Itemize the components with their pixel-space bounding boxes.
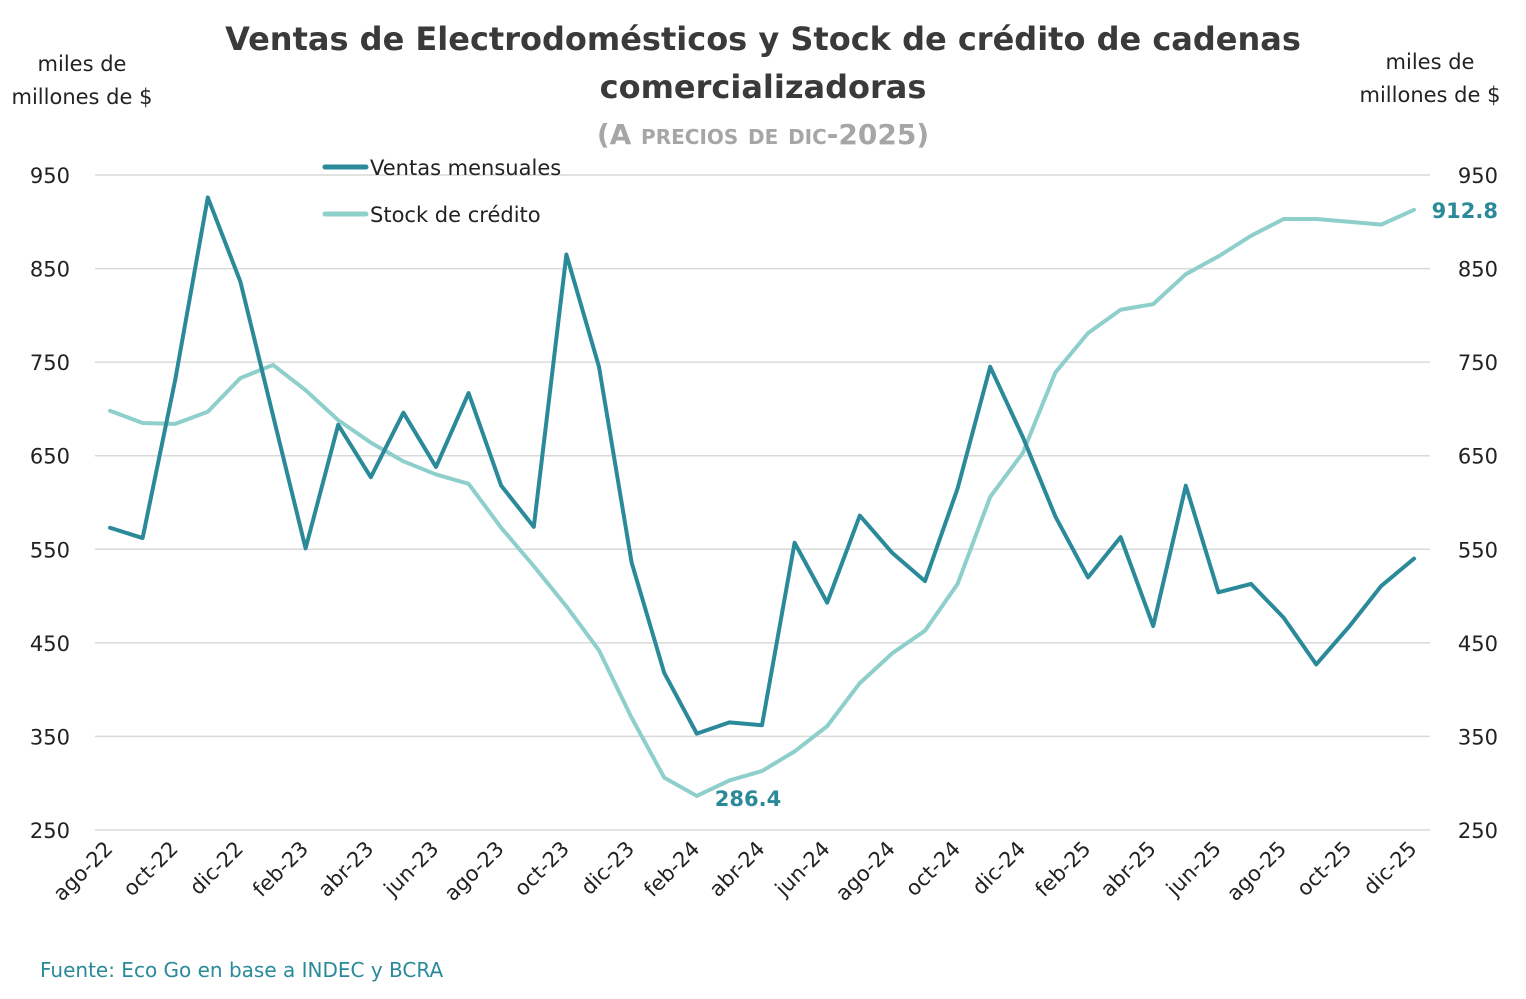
x-tick-label: feb-23 bbox=[248, 837, 313, 902]
series-line-stock bbox=[108, 207, 1416, 798]
series-line-ventas bbox=[108, 195, 1416, 736]
x-tick-label: jun-25 bbox=[1161, 837, 1226, 902]
left-axis-unit: miles de millones de $ bbox=[11, 52, 153, 109]
legend-label: Ventas mensuales bbox=[370, 156, 561, 180]
chart-title: Ventas de Electrodomésticos y Stock de c… bbox=[225, 20, 1301, 58]
right-y-tick-label: 650 bbox=[1458, 445, 1498, 469]
right-y-tick-label: 750 bbox=[1458, 351, 1498, 375]
right-y-tick-label: 350 bbox=[1458, 725, 1498, 749]
x-tick-label: feb-25 bbox=[1031, 837, 1096, 902]
x-tick-label: jun-23 bbox=[379, 837, 444, 902]
left-y-tick-label: 350 bbox=[30, 725, 70, 749]
source-note: Fuente: Eco Go en base a INDEC y BCRA bbox=[40, 958, 444, 982]
right-y-tick-label: 250 bbox=[1458, 819, 1498, 843]
right-y-tick-label: 850 bbox=[1458, 258, 1498, 282]
x-tick-label: jun-24 bbox=[770, 837, 835, 902]
data-label: 912.8 bbox=[1432, 199, 1498, 223]
x-tick-label: dic-22 bbox=[185, 837, 248, 900]
left-y-tick-label: 950 bbox=[30, 164, 70, 188]
data-label: 286.4 bbox=[715, 787, 781, 811]
x-tick-label: oct-24 bbox=[901, 837, 965, 901]
x-tick-label: ago-25 bbox=[1222, 837, 1291, 906]
chart-title-line2: comercializadoras bbox=[599, 68, 927, 106]
right-y-tick-label: 550 bbox=[1458, 538, 1498, 562]
left-y-tick-label: 850 bbox=[30, 258, 70, 282]
x-tick-label: abr-25 bbox=[1096, 837, 1161, 902]
legend-label: Stock de crédito bbox=[370, 203, 541, 227]
x-tick-label: abr-23 bbox=[313, 837, 378, 902]
x-tick-label: dic-25 bbox=[1359, 837, 1422, 900]
right-axis-unit: miles de millones de $ bbox=[1359, 50, 1501, 107]
x-tick-label: feb-24 bbox=[639, 837, 704, 902]
x-tick-label: abr-24 bbox=[705, 837, 770, 902]
x-tick-label: oct-25 bbox=[1292, 837, 1356, 901]
right-y-tick-label: 450 bbox=[1458, 632, 1498, 656]
left-y-tick-label: 750 bbox=[30, 351, 70, 375]
left-y-tick-label: 650 bbox=[30, 445, 70, 469]
x-tick-label: ago-23 bbox=[440, 837, 509, 906]
x-tick-label: dic-24 bbox=[967, 837, 1030, 900]
x-tick-label: dic-23 bbox=[576, 837, 639, 900]
left-y-tick-label: 450 bbox=[30, 632, 70, 656]
chart-subtitle: (A precios de dic-2025) bbox=[596, 118, 930, 151]
x-tick-label: oct-22 bbox=[118, 837, 182, 901]
left-y-tick-label: 250 bbox=[30, 819, 70, 843]
x-tick-label: ago-24 bbox=[831, 837, 900, 906]
right-y-tick-label: 950 bbox=[1458, 164, 1498, 188]
x-tick-label: oct-23 bbox=[510, 837, 574, 901]
x-tick-label: ago-22 bbox=[48, 837, 117, 906]
left-y-tick-label: 550 bbox=[30, 538, 70, 562]
